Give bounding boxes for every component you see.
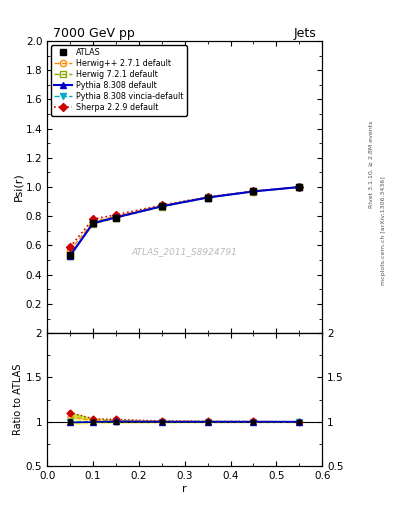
Y-axis label: Ratio to ATLAS: Ratio to ATLAS xyxy=(13,364,23,435)
Text: Rivet 3.1.10, ≥ 2.8M events: Rivet 3.1.10, ≥ 2.8M events xyxy=(369,120,374,207)
Text: ATLAS_2011_S8924791: ATLAS_2011_S8924791 xyxy=(132,247,238,256)
Legend: ATLAS, Herwig++ 2.7.1 default, Herwig 7.2.1 default, Pythia 8.308 default, Pythi: ATLAS, Herwig++ 2.7.1 default, Herwig 7.… xyxy=(51,45,187,116)
Text: mcplots.cern.ch [arXiv:1306.3436]: mcplots.cern.ch [arXiv:1306.3436] xyxy=(381,176,386,285)
Text: Jets: Jets xyxy=(294,27,317,40)
X-axis label: r: r xyxy=(182,483,187,494)
Y-axis label: Psi(r): Psi(r) xyxy=(13,173,23,201)
Text: 7000 GeV pp: 7000 GeV pp xyxy=(53,27,134,40)
